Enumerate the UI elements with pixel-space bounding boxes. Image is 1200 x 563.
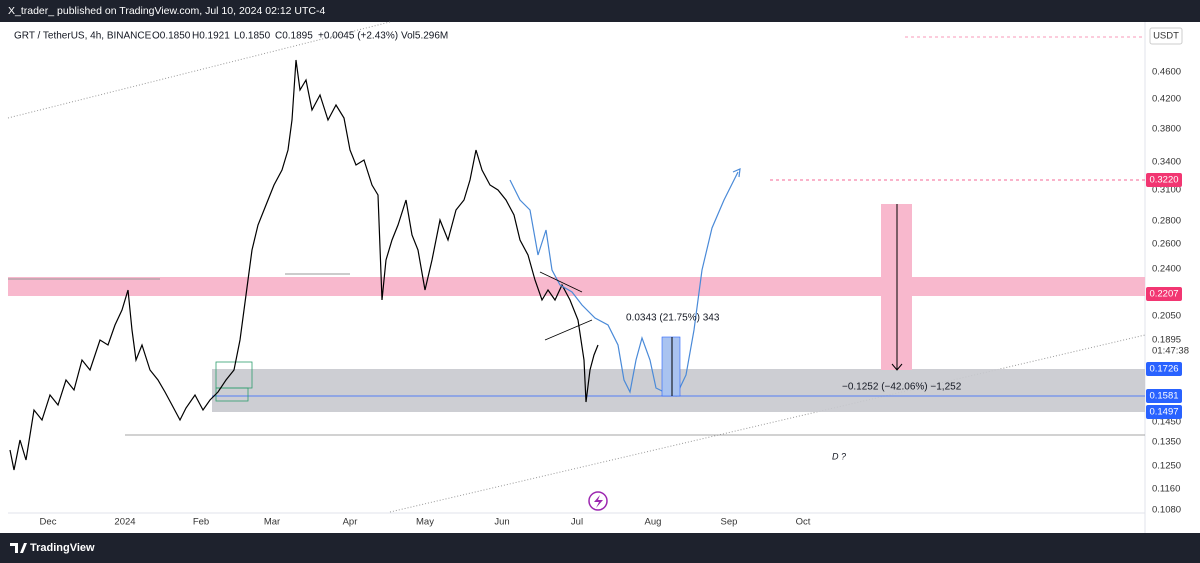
legend-change: +0.0045 (+2.43%) <box>318 31 398 42</box>
price-label: 0.3100 <box>1152 185 1181 196</box>
logo <box>10 543 27 553</box>
event-icon-bolt <box>594 495 603 508</box>
time-label: Apr <box>343 517 358 528</box>
legend-volume: Vol5.296M <box>401 31 448 42</box>
footer <box>0 533 1200 563</box>
annotation: −0.1252 (−42.06%) −1,252 <box>842 382 962 393</box>
price-label: 0.1250 <box>1152 461 1181 472</box>
price-badge-label: 0.1497 <box>1149 407 1178 418</box>
time-label: Feb <box>193 517 209 528</box>
legend-high: H0.1921 <box>192 31 230 42</box>
price-badge <box>1146 405 1182 419</box>
time-label: Jul <box>571 517 583 528</box>
time-label: Sep <box>721 517 738 528</box>
arrow-head <box>732 168 741 178</box>
time-label: Dec <box>40 517 57 528</box>
price-label: 01:47:38 <box>1152 346 1189 357</box>
price-badge <box>1146 362 1182 376</box>
legend-close: C0.1895 <box>275 31 313 42</box>
price-label: 0.2800 <box>1152 216 1181 227</box>
price-label: 0.1080 <box>1152 505 1181 516</box>
trend-line <box>389 334 1146 513</box>
wedge-line <box>539 271 583 293</box>
price-label: 0.4600 <box>1152 67 1181 78</box>
price-label: 0.1350 <box>1152 437 1181 448</box>
price-label: 0.1450 <box>1152 417 1181 428</box>
annotation: D ? <box>832 451 846 461</box>
legend-symbol: GRT / TetherUS, 4h, BINANCE <box>14 31 152 42</box>
price-badge <box>1146 287 1182 301</box>
annotation: 0.0343 (21.75%) 343 <box>626 313 720 324</box>
event-icon[interactable] <box>588 491 608 511</box>
time-label: Jun <box>494 517 509 528</box>
price-badge <box>1146 173 1182 187</box>
currency: USDT <box>1153 31 1179 42</box>
price-badge-label: 0.1726 <box>1149 364 1178 375</box>
price-badge-label: 0.2207 <box>1149 289 1178 300</box>
currency-button[interactable] <box>1149 27 1183 45</box>
price-path <box>9 59 599 471</box>
time-label: 2024 <box>114 517 135 528</box>
time-label: Aug <box>645 517 662 528</box>
legend-open: O0.1850 <box>152 31 191 42</box>
resistance-zone <box>8 277 1145 296</box>
legend-low: L0.1850 <box>234 31 271 42</box>
price-badge-label: 0.1581 <box>1149 391 1178 402</box>
brand: TradingView <box>30 542 95 554</box>
price-badge-label: 0.3220 <box>1149 175 1178 186</box>
price-badge <box>1146 389 1182 403</box>
price-label: 0.1895 <box>1152 335 1181 346</box>
price-label: 0.2600 <box>1152 239 1181 250</box>
price-axis: 0.4600 0.4200 0.3800 0.3400 0.3100 0.2800 0.26… <box>1146 67 1189 516</box>
wedge-line <box>544 319 593 341</box>
arrow-head <box>891 363 903 371</box>
range-box <box>661 336 681 397</box>
price-label: 0.2050 <box>1152 311 1181 322</box>
top-bar <box>0 0 1200 22</box>
time-label: Oct <box>796 517 811 528</box>
price-label: 0.3800 <box>1152 124 1181 135</box>
time-axis: Dec 2024 Feb Mar Apr May Jun Jul Aug Sep Oct <box>40 517 811 528</box>
price-label: 0.4200 <box>1152 94 1181 105</box>
price-label: 0.2400 <box>1152 264 1181 275</box>
publisher: X_trader_ published on TradingView.com, … <box>8 5 325 17</box>
time-label: May <box>416 517 434 528</box>
price-label: 0.1160 <box>1152 484 1180 495</box>
plot <box>0 21 1200 533</box>
time-label: Mar <box>264 517 280 528</box>
projection-path <box>509 171 739 397</box>
price-label: 0.3400 <box>1152 157 1181 168</box>
